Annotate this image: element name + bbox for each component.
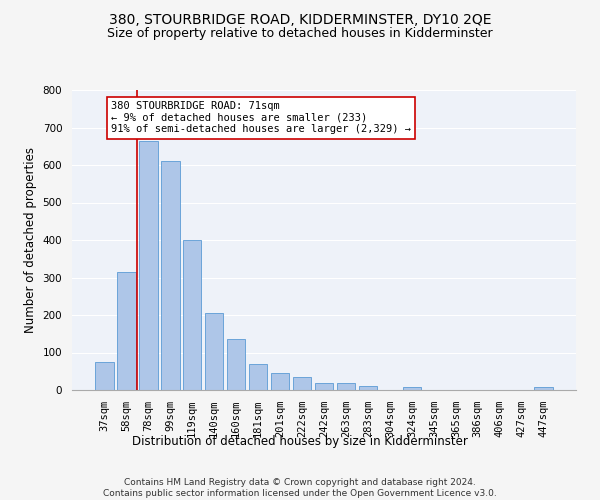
Bar <box>314 382 334 390</box>
Bar <box>293 377 311 390</box>
Text: Distribution of detached houses by size in Kidderminster: Distribution of detached houses by size … <box>132 435 468 448</box>
Bar <box>117 272 136 390</box>
Bar <box>183 240 202 390</box>
Bar <box>271 373 289 390</box>
Bar <box>403 388 421 390</box>
Bar <box>95 362 113 390</box>
Text: Contains HM Land Registry data © Crown copyright and database right 2024.
Contai: Contains HM Land Registry data © Crown c… <box>103 478 497 498</box>
Bar <box>227 338 245 390</box>
Bar <box>249 364 268 390</box>
Text: 380, STOURBRIDGE ROAD, KIDDERMINSTER, DY10 2QE: 380, STOURBRIDGE ROAD, KIDDERMINSTER, DY… <box>109 12 491 26</box>
Bar <box>535 388 553 390</box>
Y-axis label: Number of detached properties: Number of detached properties <box>24 147 37 333</box>
Text: 380 STOURBRIDGE ROAD: 71sqm
← 9% of detached houses are smaller (233)
91% of sem: 380 STOURBRIDGE ROAD: 71sqm ← 9% of deta… <box>111 101 411 134</box>
Text: Size of property relative to detached houses in Kidderminster: Size of property relative to detached ho… <box>107 28 493 40</box>
Bar <box>161 161 179 390</box>
Bar <box>337 383 355 390</box>
Bar <box>139 140 158 390</box>
Bar <box>205 313 223 390</box>
Bar <box>359 386 377 390</box>
